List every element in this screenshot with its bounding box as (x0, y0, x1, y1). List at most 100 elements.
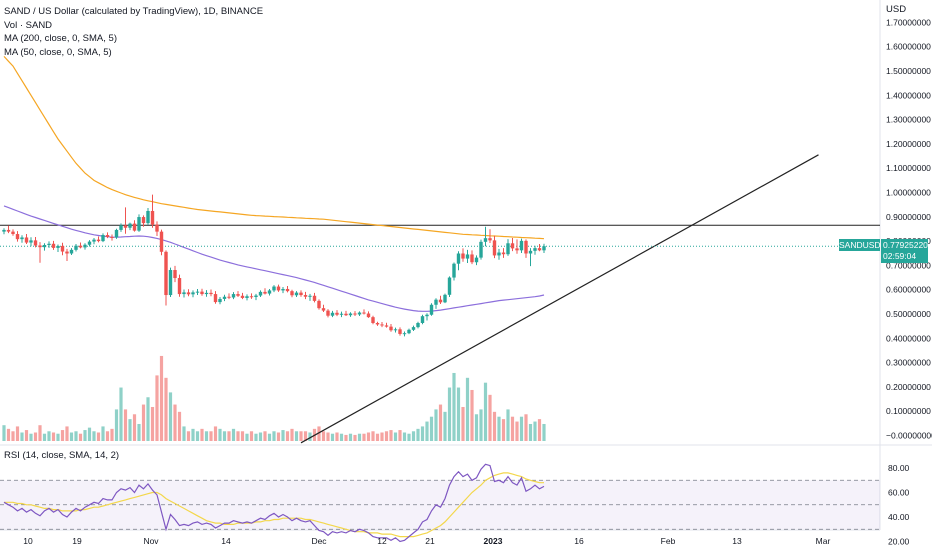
candle-body (146, 210, 150, 224)
candle-body (87, 241, 92, 245)
last-price-value: 0.77925220 (883, 240, 928, 250)
candle-body (240, 295, 245, 298)
volume-bar (110, 428, 114, 441)
volume-bar (213, 426, 218, 441)
legend-ma50[interactable]: MA (50, close, 0, SMA, 5) (4, 46, 112, 58)
candle-body (123, 225, 128, 228)
candle-body (357, 312, 362, 315)
candle-body (182, 292, 186, 295)
volume-bar (308, 432, 312, 441)
volume-bar (303, 431, 308, 441)
currency-label[interactable]: USD (886, 4, 907, 15)
candle-body (393, 329, 398, 331)
volume-bar (434, 409, 438, 441)
chart-legend: SAND / US Dollar (calculated by TradingV… (4, 5, 263, 59)
candle-body (479, 241, 483, 258)
volume-bar (317, 426, 321, 441)
candle-body (236, 294, 240, 296)
candle-body (132, 223, 137, 231)
rsi-tick-label: 60.00 (888, 488, 910, 498)
rsi-ma-line (4, 472, 544, 538)
volume-bar (137, 423, 141, 441)
volume-bar (146, 397, 150, 441)
volume-bar (348, 433, 353, 441)
candle-body (326, 310, 330, 316)
time-tick-label: 12 (377, 536, 387, 546)
volume-bar (443, 411, 447, 441)
volume-bar (42, 433, 47, 441)
candle-body (204, 292, 209, 295)
candle-body (114, 229, 119, 238)
volume-bar (528, 423, 533, 441)
volume-bar (371, 431, 375, 441)
candle-body (285, 288, 290, 292)
candle-body (110, 236, 114, 238)
time-tick-label: 16 (574, 536, 584, 546)
candle-body (519, 240, 524, 251)
volume-bar (254, 433, 258, 441)
volume-bar (249, 431, 254, 441)
candle-body (371, 317, 375, 323)
candle-body (195, 291, 200, 293)
time-tick-label: 14 (221, 536, 231, 546)
volume-bar (276, 432, 281, 441)
volume-bar (470, 389, 474, 441)
candle-body (101, 235, 105, 242)
candle-body (389, 326, 393, 331)
candle-body (74, 245, 78, 250)
candle-body (290, 291, 294, 296)
candle-body (344, 313, 348, 316)
volume-bar (15, 426, 20, 441)
volume-bar (375, 433, 380, 441)
candle-body (524, 240, 528, 254)
volume-bar (425, 421, 429, 441)
price-tick-label: 1.40000000 (886, 90, 931, 100)
candle-body (506, 243, 510, 255)
volume-bar (488, 394, 492, 441)
candle-body (258, 291, 263, 296)
candle-body (452, 263, 456, 278)
legend-title[interactable]: SAND / US Dollar (calculated by TradingV… (4, 6, 264, 17)
volume-bar (258, 432, 263, 441)
volume-bar (393, 432, 398, 441)
legend-volume[interactable]: Vol · SAND (4, 19, 53, 31)
candle-body (510, 243, 515, 249)
volume-bar (263, 431, 267, 441)
candle-body (492, 240, 497, 256)
candle-body (6, 229, 11, 232)
volume-bar (101, 426, 105, 441)
volume-bar (411, 431, 416, 441)
candle-body (155, 224, 159, 232)
volume-bar (164, 377, 168, 441)
candle-body (501, 252, 506, 255)
volume-bar (272, 431, 276, 441)
rsi-legend[interactable]: RSI (14, close, SMA, 14, 2) (4, 450, 120, 461)
candle-body (411, 327, 416, 330)
legend-ma200[interactable]: MA (200, close, 0, SMA, 5) (4, 33, 117, 44)
candle-body (105, 235, 110, 237)
volume-bar (6, 428, 11, 441)
volume-bar (447, 387, 452, 441)
candle-body (456, 253, 461, 264)
candle-body (362, 312, 366, 314)
candle-body (276, 286, 281, 291)
candle-body (24, 237, 29, 243)
volume-bar (398, 430, 402, 441)
candle-body (380, 324, 384, 326)
candle-body (159, 231, 164, 252)
volume-bar (533, 421, 537, 441)
volume-bar (114, 409, 119, 441)
volume-bar (105, 431, 110, 441)
volume-bar (501, 419, 506, 441)
rsi-band (0, 480, 880, 530)
volume-bar (218, 428, 222, 441)
candle-body (51, 243, 56, 248)
price-tick-label: 1.70000000 (886, 17, 931, 27)
volume-bar (191, 428, 195, 441)
price-tick-label: 1.30000000 (886, 115, 931, 125)
candle-body (375, 322, 380, 325)
candle-body (416, 322, 420, 328)
candle-body (294, 292, 299, 296)
candle-body (348, 313, 353, 316)
